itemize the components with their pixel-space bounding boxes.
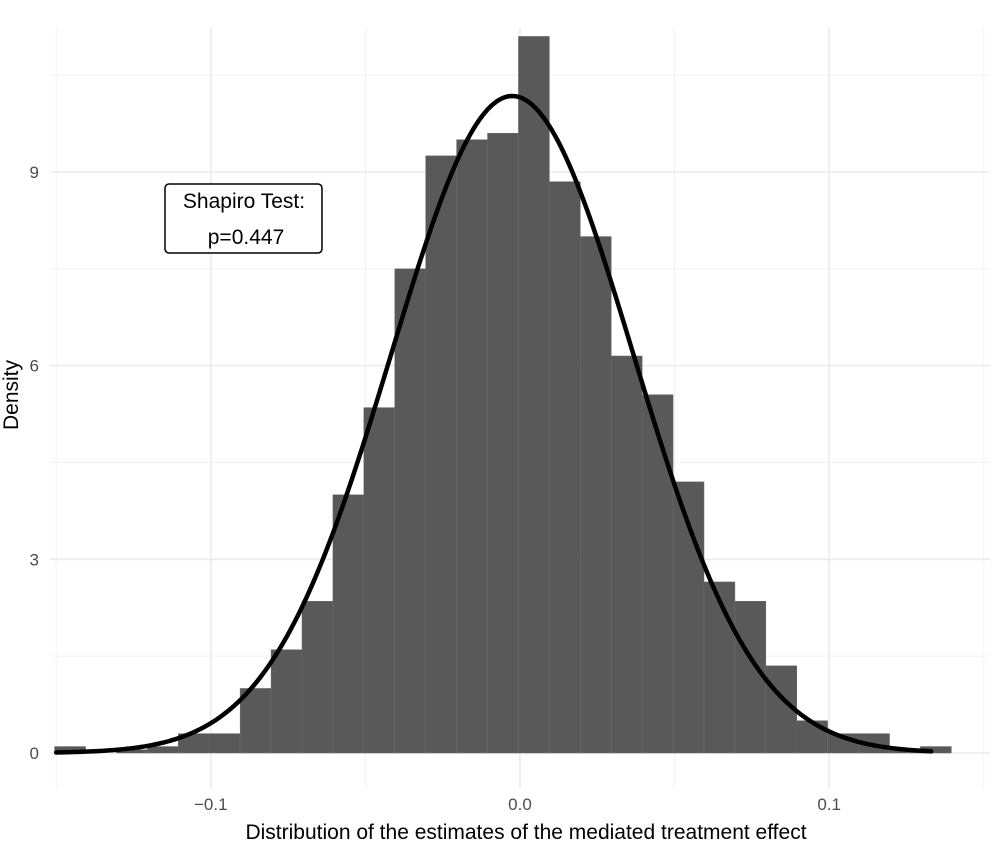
annotation-box [164,183,323,254]
annotation-line-2: p=0.447 [208,226,285,249]
histogram-bar [580,236,612,754]
y-tick-label: 3 [30,550,39,569]
histogram-bar [549,181,581,754]
y-tick-label: 9 [30,163,39,182]
histogram-bar [270,649,303,754]
x-axis-tick-labels: −0.1 0.0 0.1 [194,795,841,814]
annotation-line-1: Shapiro Test: [183,190,305,213]
y-axis-tick-labels: 0 3 6 9 [30,163,39,763]
histogram-bar [641,394,674,754]
histogram-bar [487,133,519,754]
histogram-bar [796,720,828,754]
histogram-bar [301,601,334,754]
y-axis-title: Density [0,359,23,430]
histogram-bar [456,139,488,754]
normal-density-curve [53,93,934,755]
y-tick-label: 6 [30,357,39,376]
histogram-bar [394,268,426,754]
y-tick-label: 0 [30,744,39,763]
x-tick-label: 0.1 [817,795,841,814]
histogram-bar [425,155,457,754]
shapiro-test-annotation: Shapiro Test: p=0.447 [164,183,323,254]
histogram-bar [332,494,365,754]
x-tick-label: 0.0 [508,795,532,814]
histogram-bar [734,601,767,754]
x-axis-title: Distribution of the estimates of the med… [245,821,806,842]
histogram-bar [703,581,736,754]
histogram-bar [518,36,550,754]
histogram-bars [54,36,952,754]
histogram-bar [363,407,396,754]
histogram-bar [208,733,241,754]
histogram-bar [147,746,179,754]
x-tick-label: −0.1 [194,795,228,814]
histogram-bar [239,688,272,754]
histogram-bar [610,355,643,754]
